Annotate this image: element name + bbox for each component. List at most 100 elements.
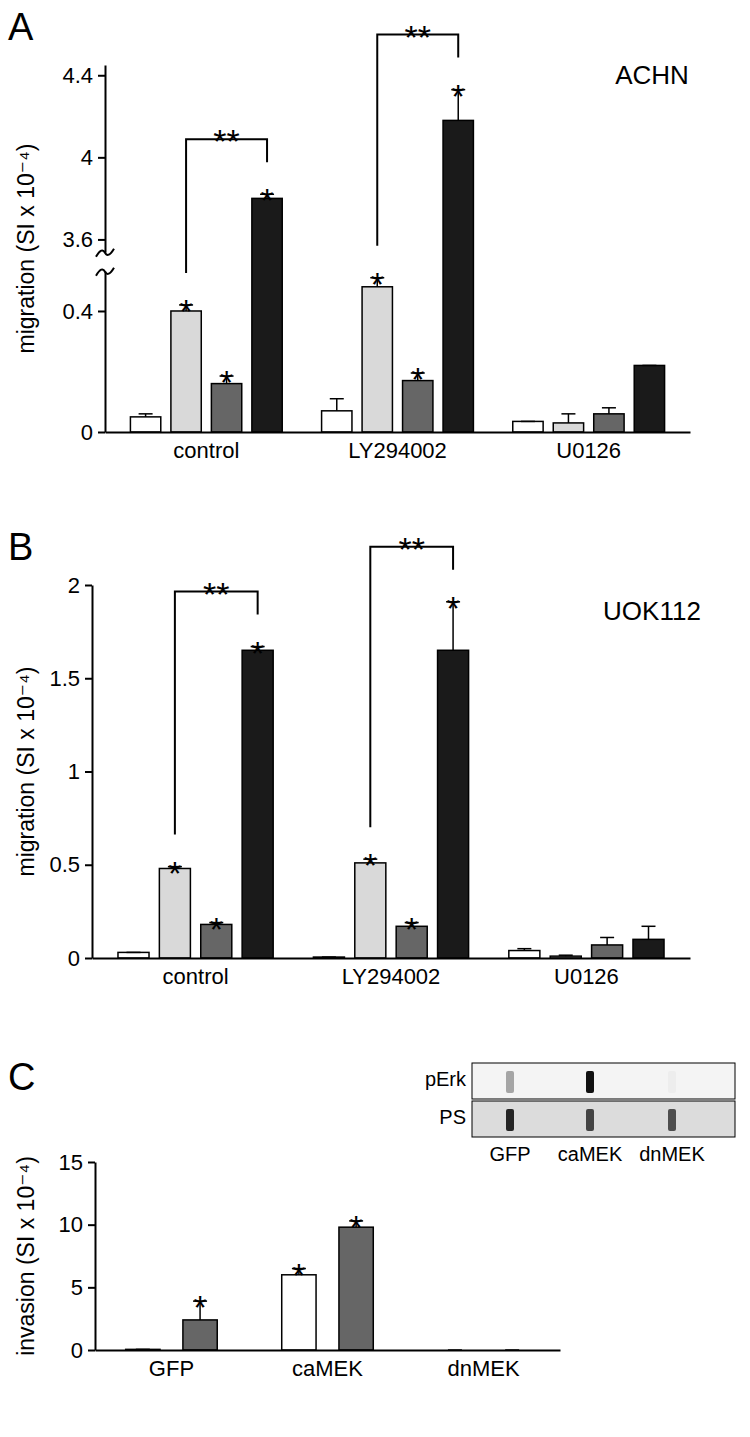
x-tick-label: U0126 (556, 438, 621, 463)
annotations: *** (193, 1208, 362, 1326)
chart-title: ACHN (615, 60, 689, 90)
y-tick-label: 5 (71, 1275, 83, 1300)
x-axis: control LY294002 U0126 (93, 958, 691, 989)
significance: * (220, 363, 233, 401)
x-tick-label: control (163, 964, 229, 989)
significance: * (364, 846, 377, 884)
y-tick-mark (98, 310, 105, 312)
y-tick: 4 (81, 145, 105, 170)
y-tick-label: 0.4 (62, 299, 93, 324)
error-cap (642, 926, 656, 928)
y-tick-label: 10 (59, 1212, 83, 1237)
significance: * (349, 1208, 362, 1246)
y-tick-mark (98, 157, 105, 159)
y-tick-mark (88, 1224, 95, 1226)
x-tick-label: caMEK (292, 1356, 363, 1381)
y-tick-label: 0 (68, 946, 80, 971)
bracket (370, 547, 453, 827)
y-tick-label: 0 (71, 1338, 83, 1363)
y-axis-title: migration (SI x 10⁻⁴) (13, 667, 39, 877)
x-axis: GFPcaMEKdnMEK (96, 1350, 561, 1381)
bar (118, 952, 149, 958)
blot-band (586, 1071, 594, 1093)
error-bar (642, 365, 656, 366)
significance: * (210, 910, 223, 948)
error-bar (521, 421, 535, 422)
error-bar (322, 957, 336, 958)
error-cap (602, 407, 616, 409)
x-tick: control (173, 432, 239, 463)
series-3 (242, 602, 664, 958)
panel-letter: A (8, 6, 34, 48)
x-tick: GFP (149, 1350, 194, 1381)
y-axis-line (95, 1163, 97, 1351)
bar (513, 421, 543, 432)
y-tick: 10 (59, 1212, 95, 1237)
bracket-label: ** (398, 530, 424, 568)
bar (509, 951, 540, 958)
error-bar (517, 949, 531, 951)
y-tick: 0.5 (49, 852, 92, 877)
blot-band (586, 1109, 594, 1131)
bracket (175, 592, 258, 835)
error-stem (608, 408, 610, 414)
significance: * (371, 265, 384, 303)
significance: * (179, 292, 192, 330)
plot-area (126, 1221, 519, 1350)
blot-band (668, 1071, 676, 1093)
x-tick: U0126 (556, 432, 621, 463)
error-bar (126, 952, 140, 953)
y-tick-mark (98, 75, 105, 77)
x-axis-line (93, 958, 691, 960)
error-bar (559, 955, 573, 957)
error-stem (648, 926, 650, 939)
error-cap (330, 398, 344, 400)
bracket-label: ** (203, 575, 229, 613)
blot-row (472, 1063, 735, 1099)
y-tick: 1.5 (49, 666, 92, 691)
break-mark (96, 268, 114, 276)
error-cap (126, 952, 140, 954)
y-tick-mark (85, 678, 92, 680)
error-bar (139, 414, 153, 417)
y-tick: 4.4 (62, 63, 105, 88)
x-axis: controlLY294002U0126 (106, 432, 691, 463)
y-axis-title: invasion (SI x 10⁻⁴) (13, 1156, 39, 1356)
bar (322, 411, 352, 432)
y-tick-label: 0 (81, 420, 93, 445)
y-tick-label: 0.5 (49, 852, 80, 877)
x-tick: caMEK (292, 1350, 363, 1381)
y-tick: 0 (71, 1338, 95, 1363)
error-stem (568, 414, 570, 423)
y-tick-mark (85, 771, 92, 773)
y-tick-mark (88, 1350, 95, 1352)
blot-inset: pErkPSGFPcaMEKdnMEK (425, 1063, 735, 1165)
error-cap (139, 413, 153, 415)
error-cap (642, 365, 656, 367)
significance: * (168, 854, 181, 892)
bar (443, 120, 473, 432)
figure: 0 0.4 3.6 4 4.4 control LY294002 U0126 A ACHN migr… (0, 0, 750, 1437)
break-mark (96, 249, 114, 257)
x-tick: LY294002 (342, 958, 441, 989)
blot-band (506, 1071, 514, 1093)
panel-2: 051015GFPcaMEKdnMEKCinvasion (SI x 10⁻⁴)… (8, 1056, 735, 1381)
error-cap (561, 413, 575, 415)
bar (252, 198, 282, 432)
y-tick-label: 3.6 (62, 227, 93, 252)
blot-lane-label: caMEK (558, 1143, 623, 1165)
error-stem (336, 399, 338, 411)
blot-row (472, 1101, 735, 1137)
blot-band (668, 1109, 676, 1131)
y-tick-mark (88, 1287, 95, 1289)
blot-row-label: pErk (425, 1068, 467, 1090)
chart-title: UOK112 (603, 596, 701, 626)
x-tick: control (163, 958, 229, 989)
bar (362, 287, 392, 432)
panel-1: 00.511.52controlLY294002U0126BUOK112migr… (8, 526, 701, 989)
significance: * (260, 181, 273, 219)
error-bar (642, 926, 656, 939)
x-tick: U0126 (554, 958, 619, 989)
y-tick-label: 1 (68, 759, 80, 784)
bracket (377, 35, 458, 246)
